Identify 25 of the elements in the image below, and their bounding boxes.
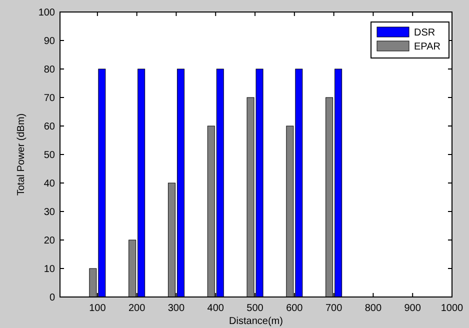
y-tick-label: 20 [44, 236, 56, 246]
y-tick-label: 70 [44, 93, 56, 104]
x-tick-label: 400 [207, 303, 224, 314]
y-tick-label: 50 [44, 150, 56, 161]
x-tick-label: 500 [246, 303, 264, 314]
x-tick-label: 700 [325, 303, 343, 314]
x-tick-label: 300 [168, 303, 185, 314]
y-tick-label: 10 [44, 264, 56, 275]
y-tick-label: 60 [44, 122, 56, 132]
x-tick-label: 1000 [440, 303, 464, 314]
y-tick-label: 30 [44, 207, 56, 218]
y-tick-label: 0 [49, 292, 56, 304]
x-axis-title: Distance(m) [229, 316, 283, 327]
x-tick-label: 100 [89, 303, 106, 314]
x-tick-label: 600 [286, 303, 304, 314]
y-tick-label: 80 [44, 64, 56, 76]
y-tick-label: 40 [44, 178, 56, 190]
x-tick-label: 800 [364, 303, 382, 314]
y-axis-title: Total Power (dBm) [16, 113, 27, 196]
x-tick-label: 900 [404, 303, 422, 314]
y-tick-label: 100 [38, 8, 56, 18]
x-tick-label: 200 [128, 303, 146, 314]
y-tick-label: 90 [44, 36, 56, 47]
legend-label: EPAR [414, 42, 440, 52]
legend-label: DSR [414, 28, 436, 38]
